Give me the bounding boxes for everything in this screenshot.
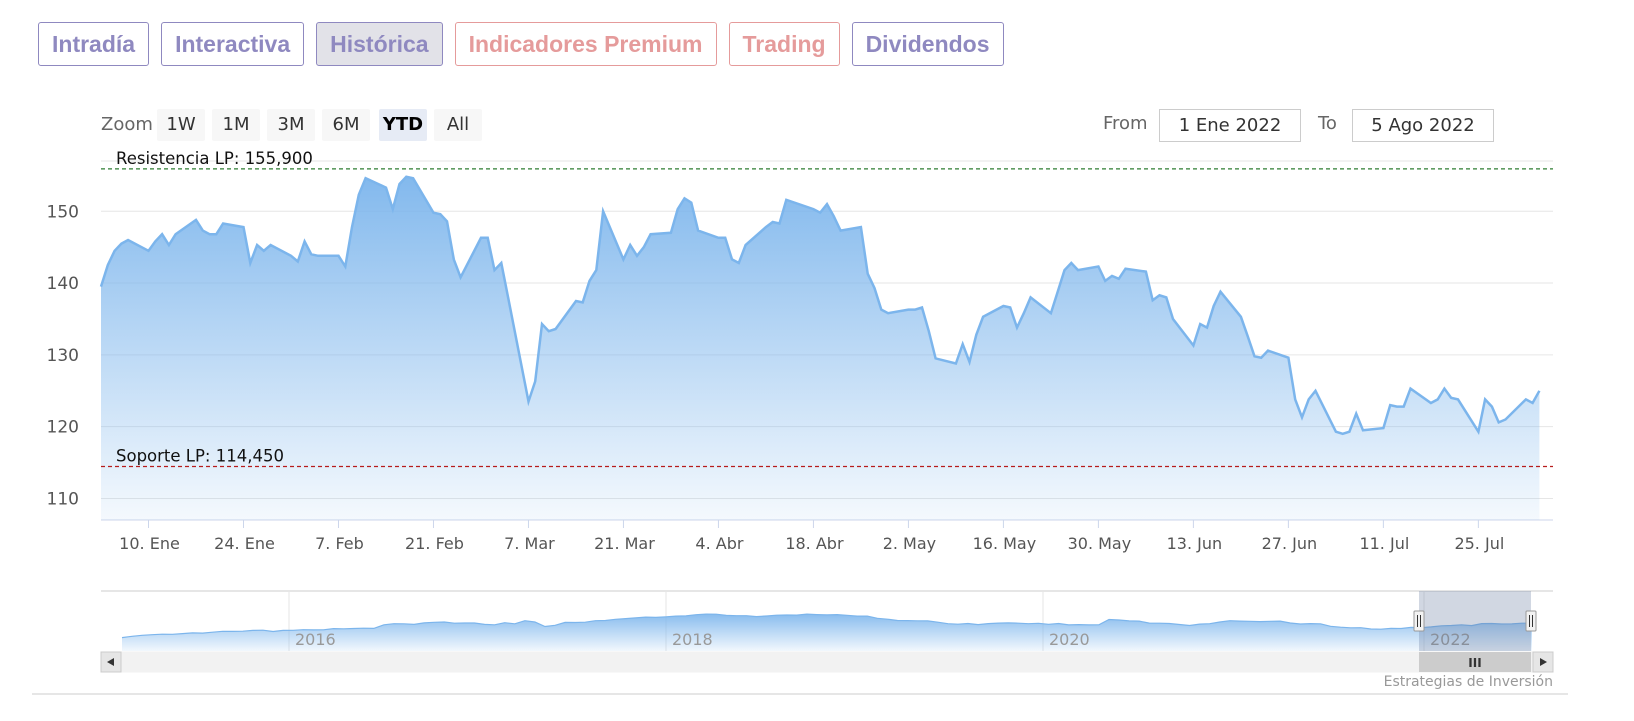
x-tick-label: 2. May xyxy=(883,534,936,553)
plot-line-label: Soporte LP: 114,450 xyxy=(116,447,284,466)
zoom-button-3m[interactable]: 3M xyxy=(267,109,315,141)
tab-trading[interactable]: Trading xyxy=(728,22,840,66)
price-line xyxy=(99,175,1541,436)
navigator-year-label: 2022 xyxy=(1430,630,1471,649)
tab-interactiva[interactable]: Interactiva xyxy=(161,22,305,66)
scrollbar-grip-icon: III xyxy=(1468,656,1481,670)
x-tick-label: 4. Abr xyxy=(695,534,743,553)
x-tick-label: 25. Jul xyxy=(1454,534,1504,553)
x-tick-label: 7. Mar xyxy=(504,534,555,553)
navigator-selection-mask[interactable] xyxy=(1419,591,1531,651)
from-date-input[interactable]: 1 Ene 2022 xyxy=(1159,109,1301,142)
x-tick-label: 21. Mar xyxy=(594,534,655,553)
credits[interactable]: Estrategias de Inversión xyxy=(1383,674,1553,690)
x-tick-label: 16. May xyxy=(973,534,1037,553)
navigator-handle-left[interactable] xyxy=(1413,610,1425,632)
plot-line-label: Resistencia LP: 155,900 xyxy=(116,149,313,168)
x-tick-label: 24. Ene xyxy=(214,534,275,553)
arrow-left-icon xyxy=(107,658,114,666)
navigator-year-label: 2016 xyxy=(295,630,336,649)
navigator[interactable]: 2016 2018 2020 2022 III xyxy=(32,590,1568,695)
x-tick-label: 18. Abr xyxy=(785,534,844,553)
chart-type-tabs: Intradía Interactiva Histórica Indicadores … xyxy=(38,22,1004,66)
navigator-year-label: 2018 xyxy=(672,630,713,649)
x-tick-label: 7. Feb xyxy=(315,534,364,553)
navigator-line xyxy=(121,613,1532,639)
from-label: From xyxy=(1103,113,1148,134)
x-tick-label: 21. Feb xyxy=(405,534,464,553)
tab-intrad-a[interactable]: Intradía xyxy=(38,22,150,66)
x-tick-label: 10. Ene xyxy=(119,534,180,553)
zoom-button-ytd[interactable]: YTD xyxy=(379,109,427,141)
zoom-button-1w[interactable]: 1W xyxy=(157,109,205,141)
zoom-button-1m[interactable]: 1M xyxy=(212,109,260,141)
y-tick-label: 130 xyxy=(47,346,79,366)
to-date-input[interactable]: 5 Ago 2022 xyxy=(1352,109,1494,142)
y-tick-label: 150 xyxy=(47,202,79,222)
price-area xyxy=(101,176,1540,521)
tab-indicadores-premium[interactable]: Indicadores Premium xyxy=(454,22,717,66)
arrow-right-icon xyxy=(1540,658,1547,666)
x-tick-label: 27. Jun xyxy=(1262,534,1318,553)
tab-hist-rica[interactable]: Histórica xyxy=(316,22,443,66)
x-tick-label: 13. Jun xyxy=(1167,534,1223,553)
to-label: To xyxy=(1318,113,1337,134)
scrollbar-track[interactable] xyxy=(100,651,1554,673)
zoom-label: Zoom xyxy=(101,114,153,135)
navigator-handle-right[interactable] xyxy=(1525,610,1537,632)
navigator-year-label: 2020 xyxy=(1049,630,1090,649)
y-tick-label: 120 xyxy=(47,418,79,438)
tab-dividendos[interactable]: Dividendos xyxy=(851,22,1004,66)
x-tick-label: 30. May xyxy=(1068,534,1132,553)
x-tick-label: 11. Jul xyxy=(1359,534,1409,553)
scrollbar-thumb[interactable] xyxy=(1419,652,1531,672)
y-tick-label: 140 xyxy=(47,274,79,294)
zoom-button-6m[interactable]: 6M xyxy=(322,109,370,141)
y-tick-label: 110 xyxy=(47,489,79,509)
zoom-button-all[interactable]: All xyxy=(434,109,482,141)
